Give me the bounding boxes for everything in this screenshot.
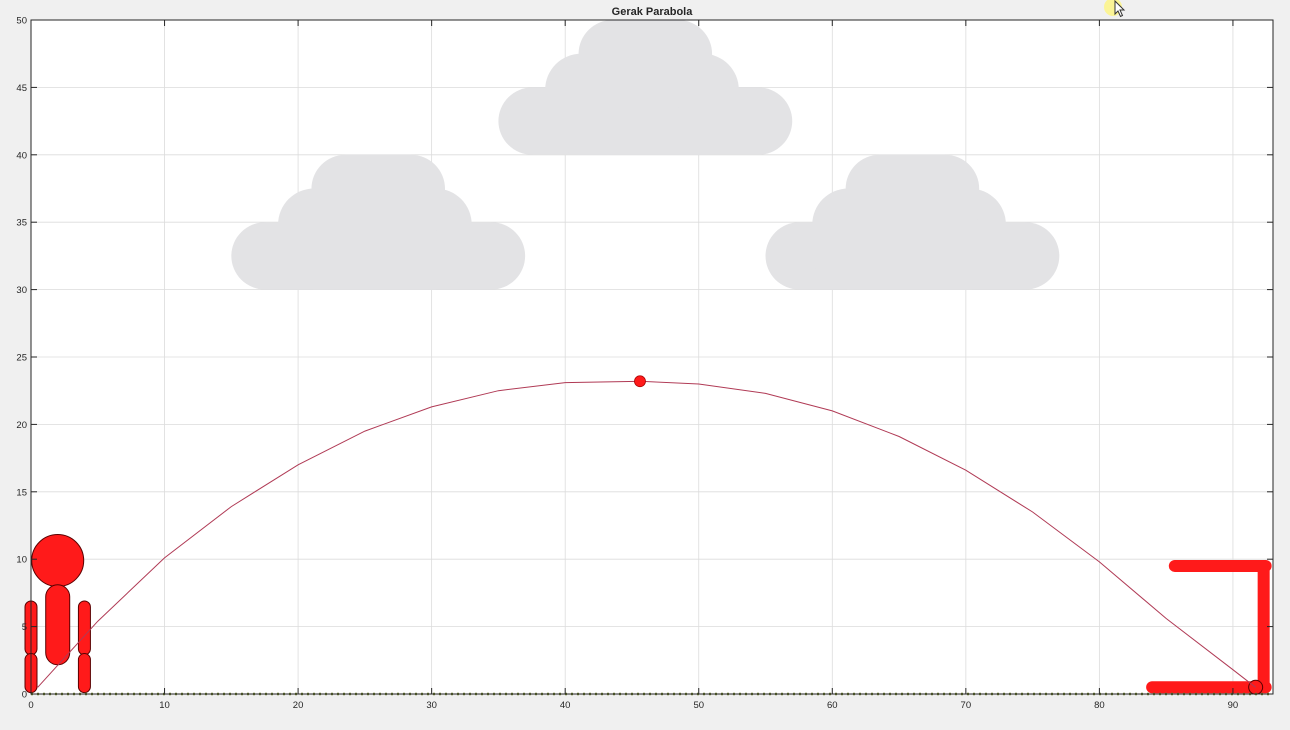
y-tick-label: 25 bbox=[16, 353, 27, 364]
axis-ticks: 0 10 20 30 40 50 60 70 80 90 0 5 10 15 20 25 30 35 40 45 50 bbox=[16, 16, 1273, 711]
mouse-cursor-icon bbox=[1114, 0, 1126, 18]
y-tick-label: 45 bbox=[16, 83, 27, 94]
x-tick-label: 0 bbox=[28, 700, 33, 711]
basket-top-bar bbox=[1168, 559, 1272, 572]
x-tick-label: 20 bbox=[293, 700, 304, 711]
x-tick-label: 60 bbox=[827, 700, 838, 711]
basket-target bbox=[1146, 559, 1272, 695]
cloud-part bbox=[845, 154, 980, 243]
x-tick-label: 50 bbox=[693, 700, 704, 711]
y-tick-label: 40 bbox=[16, 150, 27, 161]
x-tick-label: 80 bbox=[1094, 700, 1105, 711]
cloud bbox=[231, 154, 526, 290]
basket-side-bar bbox=[1257, 565, 1270, 688]
thrower-leg bbox=[77, 653, 91, 694]
x-tick-label: 70 bbox=[961, 700, 972, 711]
thrower-body bbox=[45, 584, 71, 666]
ball-marker bbox=[634, 375, 646, 388]
chart-title: Gerak Parabola bbox=[612, 6, 694, 18]
y-tick-label: 50 bbox=[16, 16, 27, 27]
cloud bbox=[498, 20, 793, 155]
thrower-head bbox=[31, 534, 85, 588]
x-tick-label: 90 bbox=[1228, 700, 1239, 711]
cloud-part bbox=[311, 154, 445, 243]
y-tick-label: 30 bbox=[16, 285, 27, 296]
trajectory-line bbox=[37, 380, 1256, 688]
thrower-arm bbox=[77, 600, 91, 656]
y-tick-label: 35 bbox=[16, 218, 27, 229]
x-tick-label: 30 bbox=[426, 700, 437, 711]
x-tick-label: 40 bbox=[560, 700, 571, 711]
x-tick-label: 10 bbox=[159, 700, 170, 711]
basket-bottom-bar bbox=[1146, 681, 1272, 694]
scene-objects bbox=[24, 20, 1272, 695]
y-tick-label: 5 bbox=[22, 622, 27, 633]
cloud bbox=[765, 154, 1060, 290]
y-tick-label: 10 bbox=[16, 555, 27, 566]
thrower-figure bbox=[24, 534, 91, 694]
y-tick-label: 0 bbox=[22, 690, 27, 701]
cloud-part bbox=[578, 20, 713, 108]
y-tick-label: 15 bbox=[16, 487, 27, 498]
y-tick-label: 20 bbox=[16, 420, 27, 431]
basket-corner-dot bbox=[1248, 679, 1264, 695]
data-series bbox=[31, 375, 1273, 696]
